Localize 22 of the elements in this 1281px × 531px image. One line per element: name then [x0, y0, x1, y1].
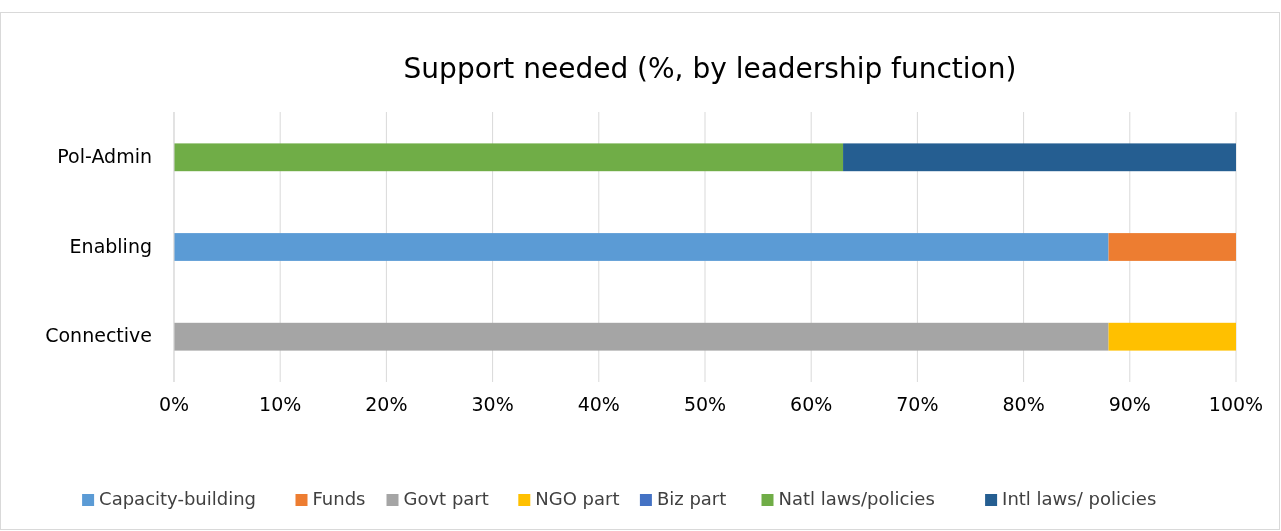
x-tick-label: 70% — [896, 393, 939, 415]
x-tick-label: 10% — [259, 393, 302, 415]
legend-label: Natl laws/policies — [778, 488, 935, 509]
legend-label: Govt part — [403, 488, 489, 509]
x-tick-label: 30% — [471, 393, 514, 415]
x-tick-label: 100% — [1208, 393, 1264, 415]
legend-label: Intl laws/ policies — [1002, 488, 1157, 509]
legend-label: Funds — [312, 488, 366, 509]
x-tick-label: 50% — [683, 393, 727, 415]
x-tick-label: 0% — [158, 393, 190, 415]
legend-label: NGO part — [535, 488, 620, 509]
x-tick-label: 20% — [365, 393, 408, 415]
legend-label: Capacity-building — [99, 488, 257, 509]
y-tick-label: Pol-Admin — [57, 144, 152, 167]
x-tick-label: 90% — [1108, 393, 1151, 415]
y-tick-label: Enabling — [69, 234, 152, 257]
x-tick-label: 80% — [1002, 393, 1045, 415]
chart-title: Support needed (%, by leadership function) — [403, 52, 1017, 85]
x-tick-label: 60% — [790, 393, 833, 415]
legend-label: Biz part — [656, 488, 727, 509]
x-tick-label: 40% — [577, 393, 620, 415]
y-tick-label: Connective — [45, 324, 152, 347]
